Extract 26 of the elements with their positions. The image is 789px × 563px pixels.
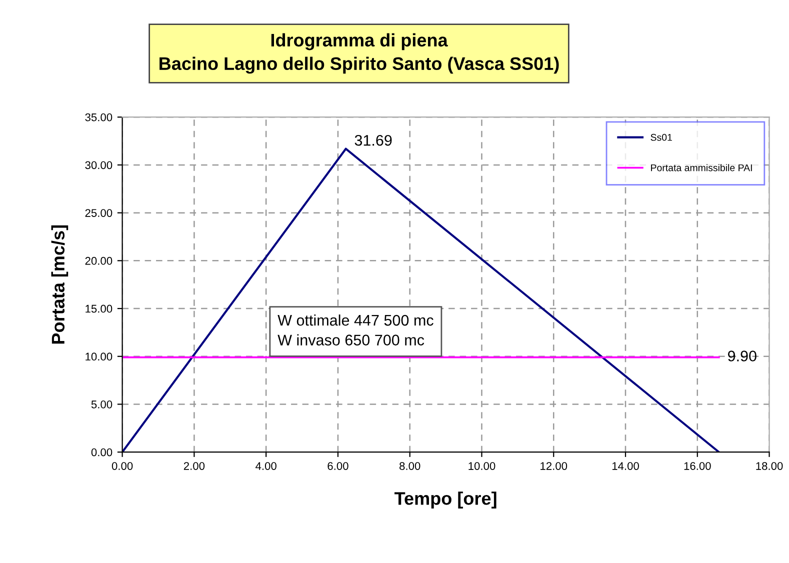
chart-title: Idrogramma di piena Bacino Lagno dello Spirito Santo (Vasca SS01): [160, 33, 559, 74]
y-tick-label: 5.00: [91, 400, 112, 408]
y-tick-label: 25.00: [85, 209, 112, 217]
x-tick-label: 6.00: [328, 462, 348, 470]
y-tick-label: 10.00: [86, 352, 112, 361]
x-tick-label: 18.00: [756, 462, 783, 470]
x-tick-label: 14.00: [612, 462, 639, 470]
data-label: 31.69: [354, 134, 392, 146]
y-axis-title: Portata [mc/s]: [51, 225, 68, 344]
y-tick-label: 30.00: [85, 161, 112, 170]
x-tick-label: 2.00: [184, 462, 205, 470]
data-label: 9.90: [728, 350, 756, 362]
y-tick-label: 20.00: [85, 256, 112, 265]
x-tick-label: 10.00: [468, 462, 496, 470]
annotation: W ottimale 447 500 mc W invaso 650 700 mc: [278, 314, 434, 346]
y-tick-label: 0.00: [91, 448, 112, 456]
legend-label: Portata ammissibile PAI: [651, 164, 752, 172]
x-axis-title: Tempo [ore]: [394, 492, 496, 508]
x-tick-label: 0.00: [112, 462, 133, 470]
legend-label: Ss01: [650, 134, 672, 141]
y-tick-label: 35.00: [85, 113, 112, 122]
x-tick-label: 16.00: [684, 462, 711, 470]
x-tick-label: 12.00: [540, 462, 568, 470]
x-tick-label: 4.00: [256, 462, 276, 470]
y-tick-label: 15.00: [86, 304, 112, 313]
x-tick-label: 8.00: [400, 462, 420, 470]
